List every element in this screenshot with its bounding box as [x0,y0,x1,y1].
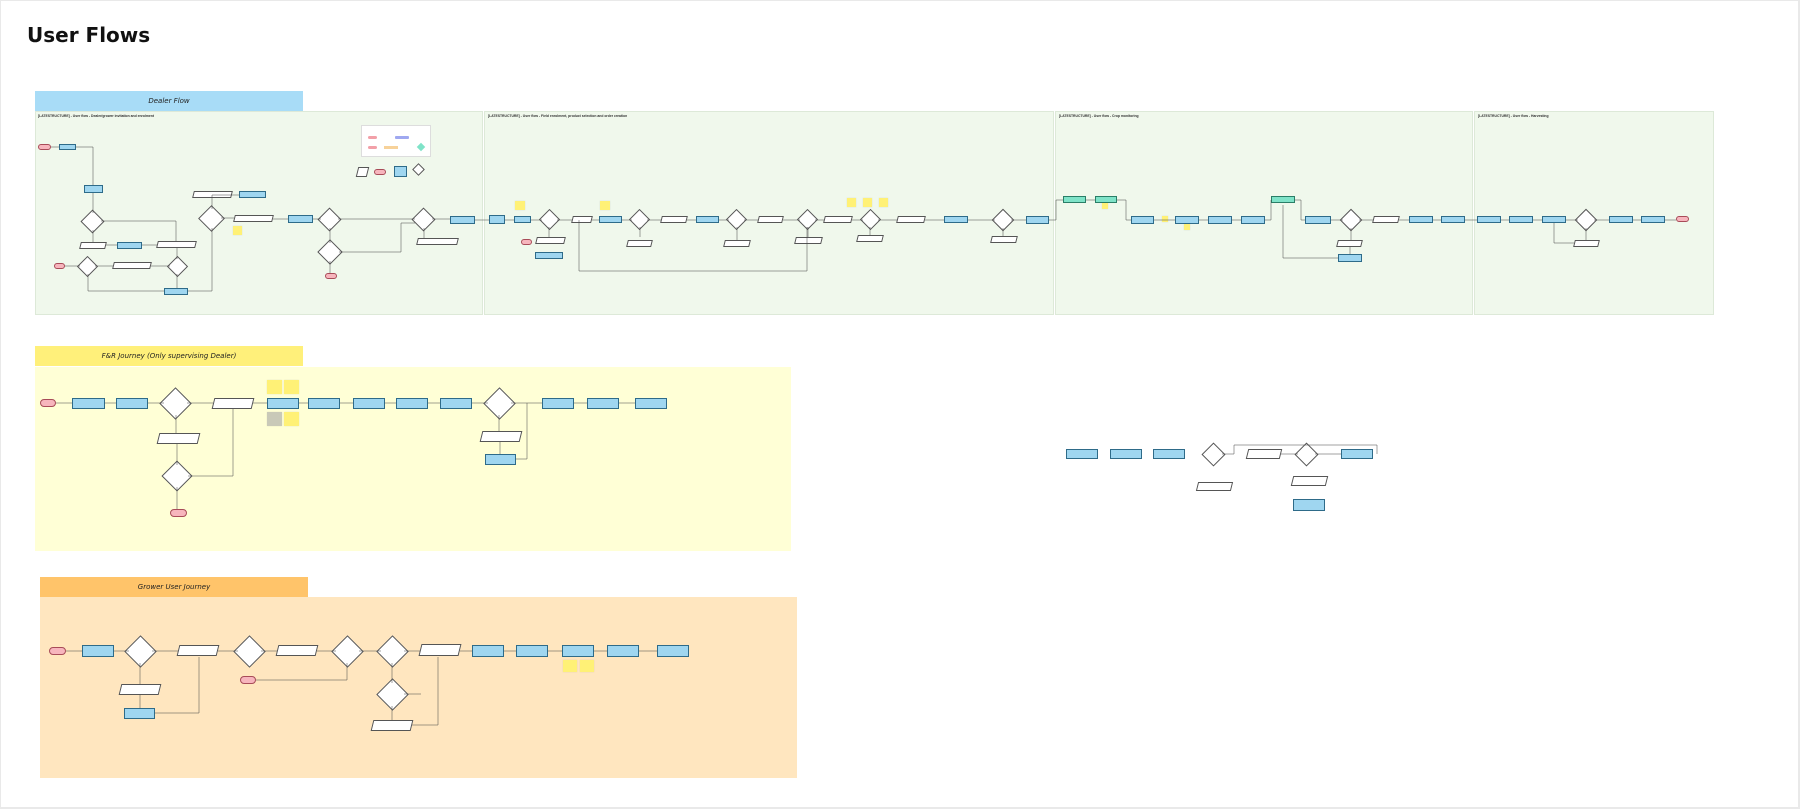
process-node[interactable] [944,216,968,223]
grower-journey-board[interactable] [40,597,797,778]
process-node[interactable] [514,216,531,223]
start-node[interactable] [38,144,51,150]
terminal-node[interactable] [521,239,532,245]
process-node[interactable] [1175,216,1199,224]
sticky-note[interactable] [515,201,525,210]
process-node[interactable] [635,398,667,409]
process-node[interactable] [1208,216,1232,224]
process-node[interactable] [164,288,188,295]
process-node[interactable] [587,398,619,409]
process-node[interactable] [535,252,563,259]
terminal-node[interactable] [240,676,256,684]
sticky-note[interactable] [284,380,299,394]
process-node[interactable] [489,215,505,224]
process-node[interactable] [485,454,516,465]
process-node[interactable] [1609,216,1633,223]
process-node[interactable] [1131,216,1154,224]
process-node[interactable] [450,216,475,224]
dealer-board-field-enrolment[interactable] [484,111,1054,315]
sticky-note[interactable] [267,412,282,426]
process-node[interactable] [1063,196,1086,203]
process-node[interactable] [308,398,340,409]
board-title: [LATESTRUCTURE] - User flow - Field enro… [488,114,628,118]
process-node[interactable] [440,398,472,409]
grower-journey-header[interactable]: Grower User Journey [40,577,308,597]
process-node[interactable] [1066,449,1098,459]
process-node[interactable] [1305,216,1331,224]
fnr-journey-board[interactable] [35,367,791,551]
process-node[interactable] [239,191,266,198]
process-node[interactable] [396,398,428,409]
process-node[interactable] [84,185,103,193]
legend-terminal-shape [374,169,386,175]
process-node[interactable] [1338,254,1362,262]
board-title: [LATESTRUCTURE] - User flow - Dealer/gro… [38,114,154,118]
terminal-node[interactable] [54,263,65,269]
sticky-note[interactable] [879,198,888,207]
board-title: [LATESTRUCTURE] - User flow - Crop monit… [1059,114,1139,118]
process-node[interactable] [607,645,639,657]
page-title: User Flows [27,23,151,47]
sticky-note[interactable] [1162,216,1168,222]
process-node[interactable] [72,398,105,409]
sticky-note[interactable] [580,660,594,672]
process-node[interactable] [1110,449,1142,459]
board-title: [LATESTRUCTURE] - User flow - Harvesting [1478,114,1549,118]
fnr-journey-header[interactable]: F&R Journey (Only supervising Dealer) [35,346,303,366]
process-node[interactable] [1509,216,1533,223]
sticky-note[interactable] [563,660,577,672]
process-node[interactable] [288,215,313,223]
process-node[interactable] [117,242,142,249]
process-node[interactable] [82,645,114,657]
grower-journey-title: Grower User Journey [137,583,211,591]
process-node[interactable] [1241,216,1265,224]
process-node[interactable] [1095,196,1117,203]
process-node[interactable] [1542,216,1566,223]
process-node[interactable] [696,216,719,223]
process-node[interactable] [657,645,689,657]
end-node[interactable] [1676,216,1689,222]
sticky-note[interactable] [1184,224,1190,230]
start-node[interactable] [40,399,56,407]
dealer-board-harvesting[interactable] [1474,111,1714,315]
process-node[interactable] [1341,449,1373,459]
process-node[interactable] [1441,216,1465,223]
process-node[interactable] [1477,216,1501,223]
start-node[interactable] [49,647,66,655]
sticky-note[interactable] [267,380,282,394]
end-node[interactable] [325,273,337,279]
process-node[interactable] [472,645,504,657]
dealer-board-crop-monitoring[interactable] [1055,111,1473,315]
sticky-note[interactable] [284,412,299,426]
process-node[interactable] [116,398,148,409]
process-node[interactable] [542,398,574,409]
process-node[interactable] [1153,449,1185,459]
sticky-note[interactable] [847,198,856,207]
process-node[interactable] [562,645,594,657]
sticky-note[interactable] [1102,203,1108,209]
process-node[interactable] [516,645,548,657]
process-node[interactable] [124,708,155,719]
fnr-journey-title: F&R Journey (Only supervising Dealer) [101,352,237,360]
process-node[interactable] [353,398,385,409]
process-node[interactable] [1026,216,1049,224]
end-node[interactable] [170,509,187,517]
process-node[interactable] [1293,499,1325,511]
process-node[interactable] [1271,196,1295,203]
dealer-flow-title: Dealer Flow [148,97,190,105]
legend-process-shape [394,166,407,177]
process-node[interactable] [267,398,299,409]
process-node[interactable] [59,144,76,150]
sticky-note[interactable] [600,201,610,210]
dealer-flow-header[interactable]: Dealer Flow [35,91,303,111]
process-node[interactable] [1409,216,1433,223]
process-node[interactable] [599,216,622,223]
sticky-note[interactable] [863,198,872,207]
sticky-note[interactable] [233,226,242,235]
legend-card [361,125,431,157]
process-node[interactable] [1641,216,1665,223]
